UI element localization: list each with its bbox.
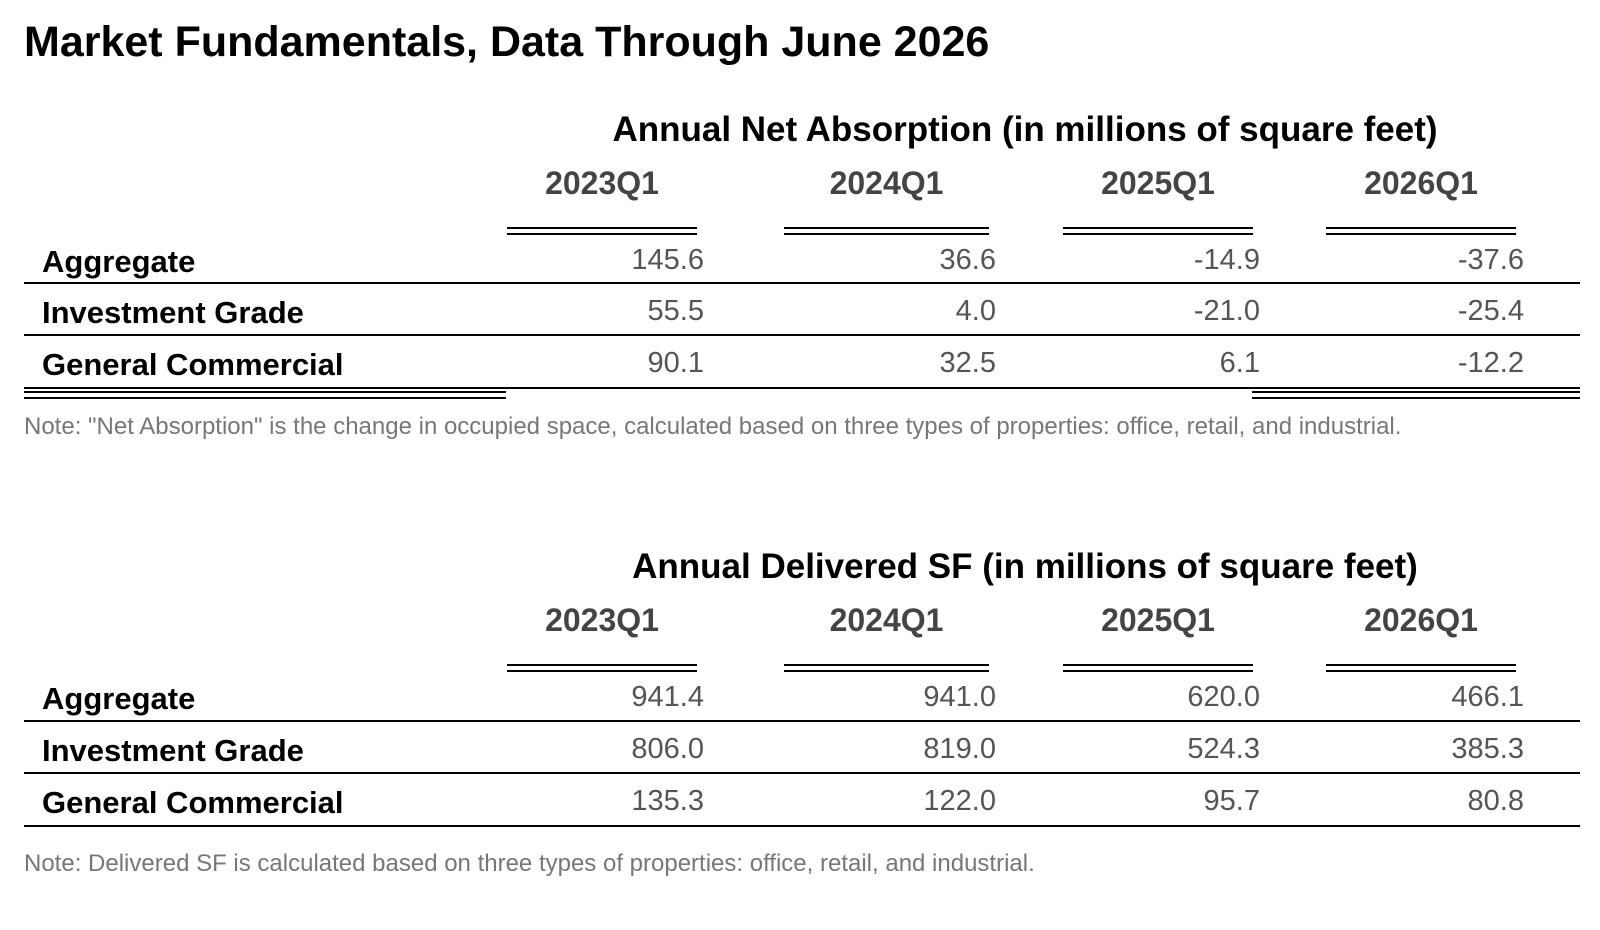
column-header: 2024Q1 <box>829 602 944 638</box>
table-cell: -37.6 <box>1457 244 1524 276</box>
row-divider <box>24 387 1580 389</box>
row-label: Investment Grade <box>42 295 304 330</box>
page-title: Market Fundamentals, Data Through June 2… <box>24 18 990 66</box>
table-bottom-rule <box>1252 391 1580 399</box>
column-header-rule <box>1326 664 1516 672</box>
table-title: Annual Delivered SF (in millions of squa… <box>632 547 1418 586</box>
table-cell: 6.1 <box>1219 347 1260 379</box>
table-cell: -12.2 <box>1457 347 1524 379</box>
table-cell: 95.7 <box>1203 785 1260 817</box>
table-cell: 135.3 <box>631 785 704 817</box>
table-cell: 524.3 <box>1187 733 1260 765</box>
table-cell: 620.0 <box>1187 681 1260 713</box>
table-cell: 941.4 <box>631 681 704 713</box>
column-header-rule <box>1326 227 1516 235</box>
table-cell: -14.9 <box>1193 244 1260 276</box>
column-header: 2025Q1 <box>1101 165 1215 201</box>
table-cell: 90.1 <box>647 347 704 379</box>
table-cell: 4.0 <box>955 295 996 327</box>
column-header-rule <box>1063 227 1253 235</box>
table-cell: 32.5 <box>939 347 996 379</box>
row-divider <box>24 334 1580 336</box>
column-header: 2023Q1 <box>545 165 659 201</box>
column-header-rule <box>507 664 697 672</box>
table-cell: -21.0 <box>1193 295 1260 327</box>
row-divider <box>24 282 1580 284</box>
row-label: Aggregate <box>42 681 196 716</box>
table-cell: 466.1 <box>1451 681 1524 713</box>
table-cell: 122.0 <box>923 785 996 817</box>
table-row: Investment Grade 806.0 819.0 524.3 385.3 <box>24 723 1580 775</box>
table-cell: 941.0 <box>923 681 996 713</box>
table-bottom-rule <box>24 391 506 399</box>
table-row: General Commercial 90.1 32.5 6.1 -12.2 <box>24 337 1580 389</box>
table-row: Aggregate 941.4 941.0 620.0 466.1 <box>24 671 1580 723</box>
column-header: 2023Q1 <box>545 602 659 638</box>
table-cell: 385.3 <box>1451 733 1524 765</box>
table-row: Aggregate 145.6 36.6 -14.9 -37.6 <box>24 234 1580 286</box>
column-header: 2026Q1 <box>1364 165 1478 201</box>
row-label: Aggregate <box>42 244 196 279</box>
row-divider <box>24 772 1580 774</box>
row-divider <box>24 825 1580 827</box>
column-header: 2024Q1 <box>829 165 944 201</box>
table-row: Investment Grade 55.5 4.0 -21.0 -25.4 <box>24 285 1580 337</box>
row-divider <box>24 720 1580 722</box>
column-header-rule <box>784 664 989 672</box>
table-row: General Commercial 135.3 122.0 95.7 80.8 <box>24 775 1580 827</box>
table-note: Note: Delivered SF is calculated based o… <box>24 850 1035 877</box>
column-header-rule <box>784 227 989 235</box>
table-cell: 806.0 <box>631 733 704 765</box>
row-label: General Commercial <box>42 347 344 382</box>
table-cell: 36.6 <box>939 244 996 276</box>
table-title: Annual Net Absorption (in millions of sq… <box>612 110 1438 149</box>
table-note: Note: "Net Absorption" is the change in … <box>24 413 1402 440</box>
row-label: Investment Grade <box>42 733 304 768</box>
table-cell: 55.5 <box>647 295 704 327</box>
column-header-rule <box>507 227 697 235</box>
column-header-rule <box>1063 664 1253 672</box>
table-cell: -25.4 <box>1457 295 1524 327</box>
table-cell: 819.0 <box>923 733 996 765</box>
column-header: 2026Q1 <box>1364 602 1478 638</box>
column-header: 2025Q1 <box>1101 602 1215 638</box>
table-cell: 145.6 <box>631 244 704 276</box>
row-label: General Commercial <box>42 785 344 820</box>
table-cell: 80.8 <box>1467 785 1524 817</box>
